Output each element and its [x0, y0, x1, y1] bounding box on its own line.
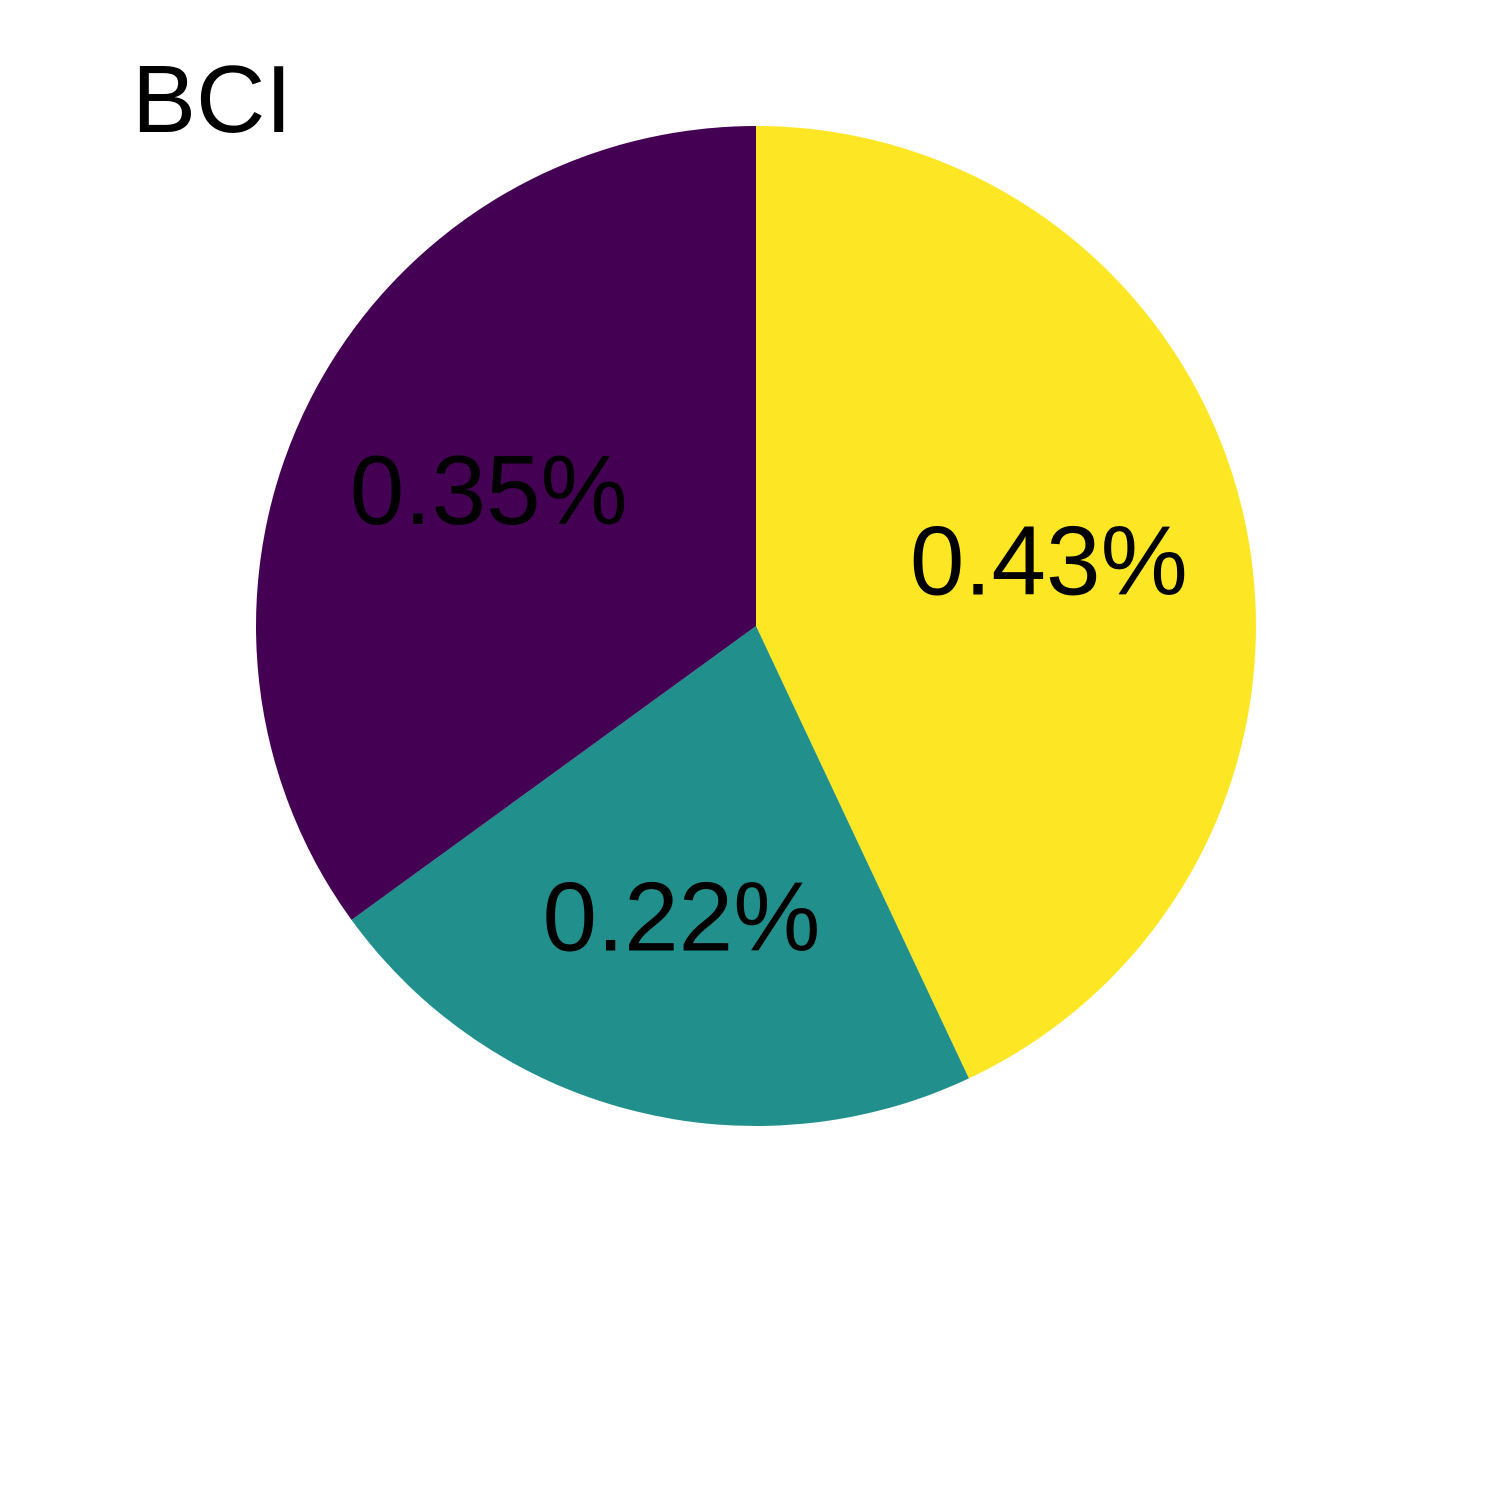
pie-slice-0 [756, 126, 1257, 1079]
pie-slice-2 [256, 126, 756, 920]
pie-slice-1 [351, 626, 969, 1127]
pie-slice-label-0: 0.43% [910, 506, 1188, 616]
chart-title: BCI [132, 46, 293, 153]
pie-slice-label-1: 0.22% [542, 862, 820, 972]
pie-labels: 0.43% 0.22% 0.35% [350, 435, 1188, 972]
pie-slices [256, 126, 1257, 1127]
pie-slice-label-2: 0.35% [350, 435, 628, 545]
